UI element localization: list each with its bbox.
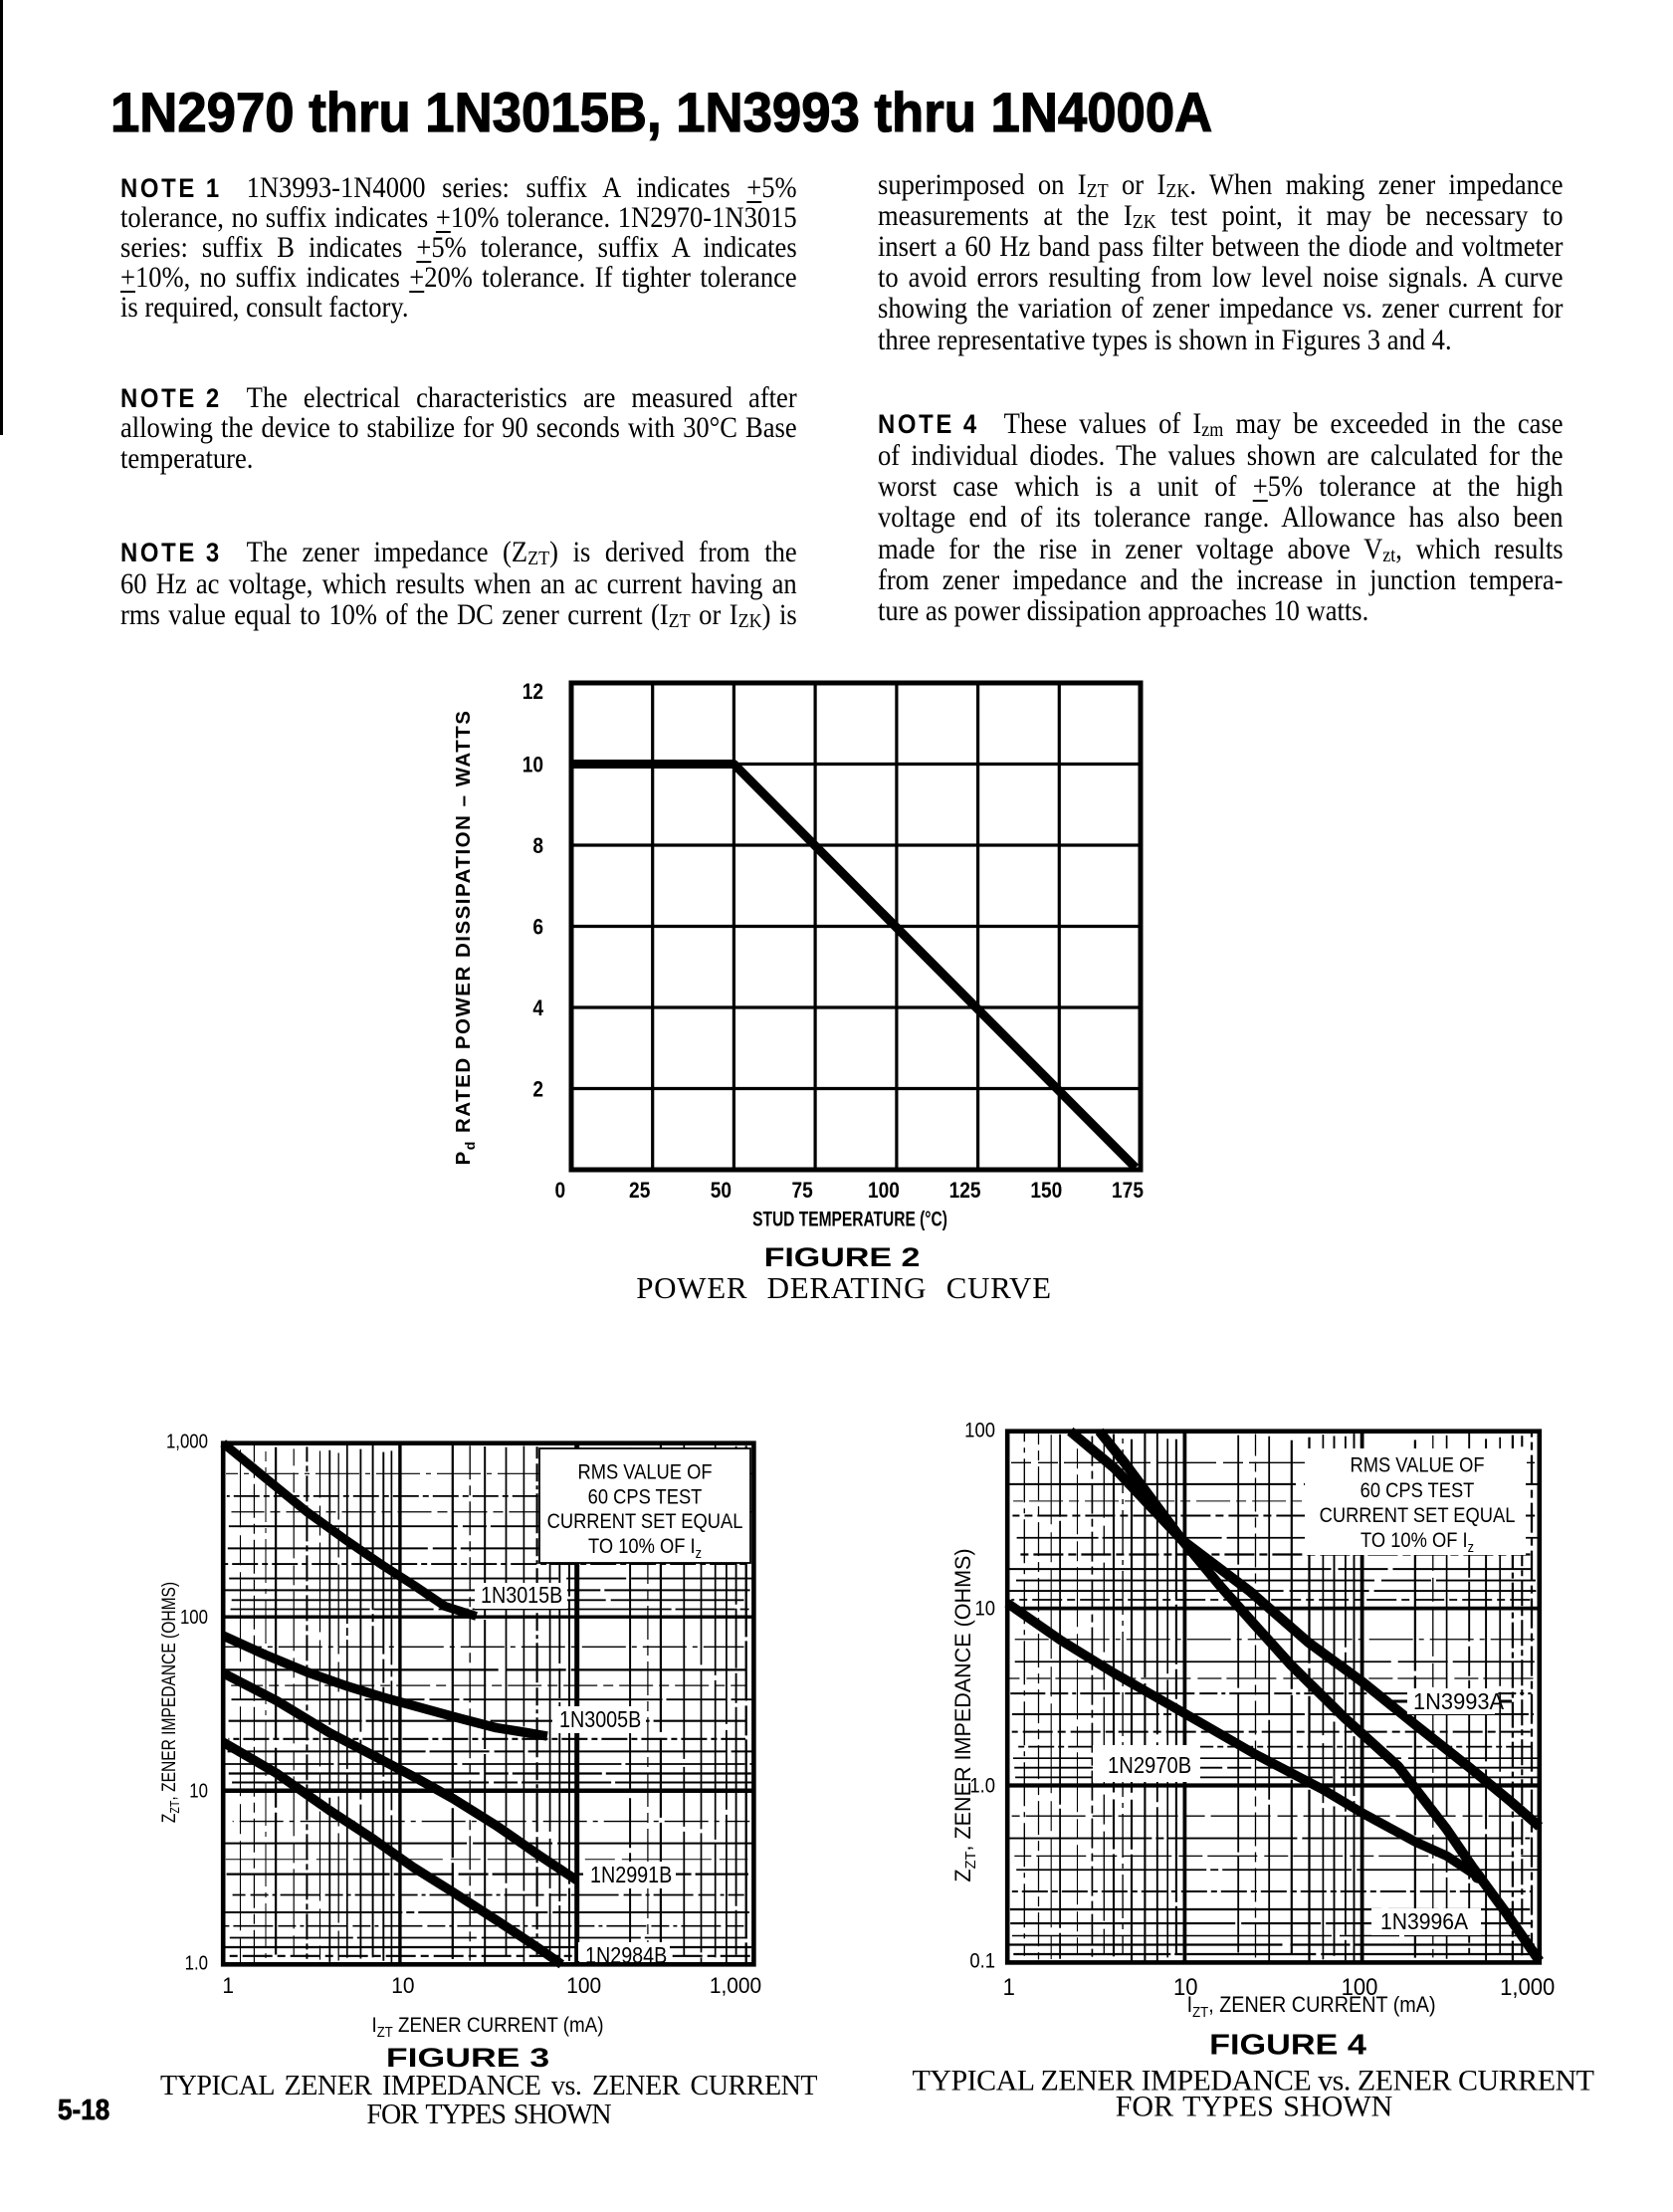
svg-text:6: 6 [532,915,543,940]
svg-text:TO 10% OF Iz: TO 10% OF Iz [1360,1529,1474,1556]
svg-text:1: 1 [1003,1973,1015,2000]
svg-text:75: 75 [791,1179,812,1204]
svg-text:175: 175 [1112,1179,1144,1204]
svg-text:FOR TYPES SHOWN: FOR TYPES SHOWN [366,2100,611,2130]
svg-text:0.1: 0.1 [969,1949,995,1972]
svg-text:RMS VALUE OF: RMS VALUE OF [577,1460,712,1484]
svg-text:10: 10 [391,1972,414,1998]
svg-text:150: 150 [1030,1179,1062,1204]
svg-text:STUD TEMPERATURE (°C): STUD TEMPERATURE (°C) [752,1207,947,1230]
svg-text:IZT ZENER CURRENT (mA): IZT ZENER CURRENT (mA) [372,2014,604,2040]
svg-text:1,000: 1,000 [166,1430,208,1452]
svg-text:1N3996A: 1N3996A [1380,1908,1468,1934]
svg-text:ZZT, ZENER IMPEDANCE (OHMS): ZZT, ZENER IMPEDANCE (OHMS) [950,1548,979,1881]
svg-text:8: 8 [532,834,543,859]
svg-text:100: 100 [964,1420,995,1442]
svg-text:ZZT, ZENER IMPEDANCE (OHMS): ZZT, ZENER IMPEDANCE (OHMS) [158,1582,183,1823]
svg-text:1N3015B: 1N3015B [481,1581,562,1608]
svg-text:TYPICAL ZENER IMPEDANCE vs. ZE: TYPICAL ZENER IMPEDANCE vs. ZENER CURREN… [160,2071,817,2101]
svg-text:FIGURE 4: FIGURE 4 [1209,2028,1366,2061]
svg-text:TO 10% OF Iz: TO 10% OF Iz [588,1534,702,1561]
svg-text:60 CPS TEST: 60 CPS TEST [1360,1479,1475,1503]
svg-text:TYPICAL ZENER IMPEDANCE vs. ZE: TYPICAL ZENER IMPEDANCE vs. ZENER CURREN… [912,2064,1593,2097]
svg-text:100: 100 [180,1606,208,1629]
svg-text:12: 12 [523,680,543,705]
svg-text:1,000: 1,000 [1500,1973,1555,2000]
svg-text:RMS VALUE OF: RMS VALUE OF [1350,1453,1484,1477]
svg-text:100: 100 [566,1972,601,1998]
svg-text:10: 10 [974,1598,995,1621]
svg-text:1: 1 [222,1972,234,1998]
svg-text:1.0: 1.0 [185,1951,208,1974]
svg-text:0: 0 [554,1179,565,1204]
svg-text:1N3005B: 1N3005B [559,1705,641,1732]
svg-text:100: 100 [868,1179,900,1204]
svg-text:1N2984B: 1N2984B [585,1941,667,1968]
svg-text:IZT, ZENER CURRENT (mA): IZT, ZENER CURRENT (mA) [1187,1993,1436,2020]
svg-text:10: 10 [523,753,543,777]
svg-text:10: 10 [189,1779,208,1802]
svg-text:1N3993A: 1N3993A [1413,1687,1505,1714]
svg-text:25: 25 [629,1179,650,1204]
svg-text:FIGURE 3: FIGURE 3 [386,2042,549,2073]
svg-text:10: 10 [1173,1973,1198,2000]
svg-text:50: 50 [711,1179,732,1204]
svg-text:FOR TYPES SHOWN: FOR TYPES SHOWN [1116,2091,1393,2123]
svg-text:FIGURE 2: FIGURE 2 [764,1241,921,1272]
svg-text:4: 4 [532,996,543,1021]
svg-text:POWER DERATING CURVE: POWER DERATING CURVE [636,1270,1052,1305]
svg-text:100: 100 [1342,1973,1378,2000]
svg-text:1.0: 1.0 [969,1774,995,1797]
svg-text:2: 2 [532,1077,543,1102]
svg-text:125: 125 [949,1179,981,1204]
svg-text:1,000: 1,000 [710,1972,761,1998]
svg-text:CURRENT SET EQUAL: CURRENT SET EQUAL [547,1510,743,1534]
svg-text:1N2991B: 1N2991B [590,1861,672,1887]
svg-text:60 CPS TEST: 60 CPS TEST [588,1485,703,1509]
svg-text:CURRENT SET EQUAL: CURRENT SET EQUAL [1320,1504,1516,1528]
svg-text:Pd RATED POWER DISSIPATION – W: Pd RATED POWER DISSIPATION – WATTS [452,710,478,1166]
svg-text:1N2970B: 1N2970B [1108,1752,1191,1779]
